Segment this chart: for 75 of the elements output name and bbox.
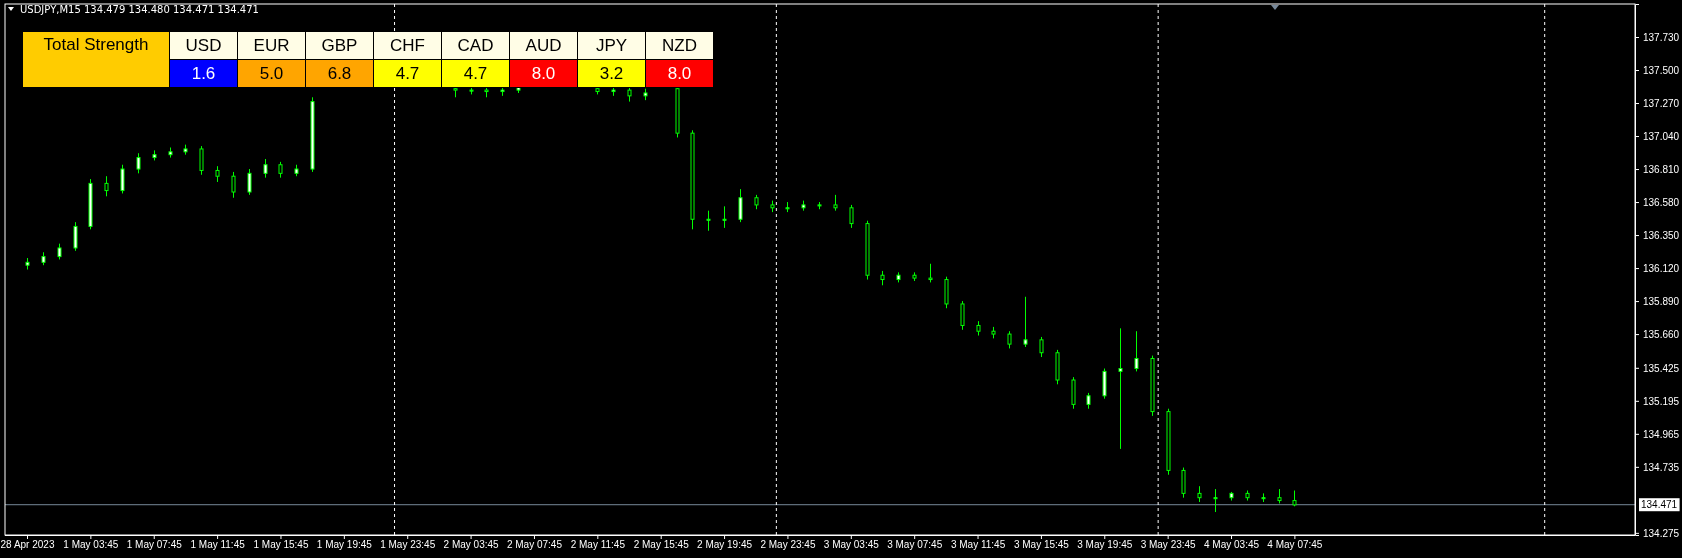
category-label: CHF: [374, 32, 441, 59]
x-tick-label: 2 May 07:45: [506, 539, 563, 551]
text: 4.7: [463, 63, 488, 83]
candlestick: [104, 175, 109, 197]
category-label: GBP: [306, 32, 373, 59]
x-tick-label: 1 May 19:45: [316, 539, 373, 551]
category-label: USD: [170, 32, 237, 59]
x-tick-label: 3 May 23:45: [1140, 539, 1197, 551]
y-tick-label: 137.500: [1643, 64, 1680, 76]
x-tick-label: 1 May 11:45: [190, 539, 246, 551]
y-tick-label: 134.965: [1643, 428, 1680, 440]
y-tick-label: 134.735: [1643, 461, 1680, 473]
text: Total Strength: [23, 32, 169, 87]
chart-title: USDJPY,M15 134.479 134.480 134.471 134.471: [20, 4, 259, 15]
category-label: CAD: [442, 32, 509, 59]
candlestick: [1039, 336, 1044, 358]
x-tick-label: 1 May 03:45: [63, 539, 119, 551]
candlestick: [136, 152, 141, 174]
text: 6.8: [327, 63, 352, 83]
y-tick-label: 135.660: [1643, 328, 1680, 340]
y-tick-label: 135.425: [1643, 362, 1680, 374]
x-tick-label: 1 May 07:45: [126, 539, 183, 551]
candlestick: [1118, 327, 1123, 450]
text: 3.2: [599, 63, 624, 83]
x-tick-label: 28 Apr 2023: [0, 539, 55, 551]
y-tick-label: 136.120: [1643, 262, 1680, 274]
x-tick-label: 4 May 03:45: [1204, 539, 1260, 551]
category-label: EUR: [238, 32, 305, 59]
x-tick-label: 4 May 07:45: [1267, 539, 1323, 551]
candlestick: [1181, 467, 1186, 499]
text: 1.6: [191, 63, 216, 83]
text: 8.0: [531, 63, 556, 83]
y-tick-label: 136.810: [1643, 163, 1680, 175]
x-tick-label: 2 May 23:45: [760, 539, 816, 551]
y-tick-label: 136.580: [1643, 196, 1680, 208]
category-label: AUD: [510, 32, 577, 59]
y-tick-label: 137.040: [1643, 130, 1680, 142]
y-tick-label: 137.730: [1643, 31, 1680, 43]
candlestick: [120, 164, 125, 194]
x-tick-label: 2 May 19:45: [697, 539, 753, 551]
ref-line-label: 134.471: [1641, 499, 1678, 511]
candlestick: [706, 210, 711, 232]
category-label: NZD: [646, 32, 713, 59]
y-tick-label: 136.350: [1643, 229, 1680, 241]
x-tick-label: 3 May 15:45: [1013, 539, 1070, 551]
y-tick-label: 137.270: [1643, 97, 1680, 109]
candlestick: [231, 171, 236, 199]
category-label: JPY: [578, 32, 645, 59]
candlestick: [1023, 296, 1028, 348]
candlestick: [960, 300, 965, 331]
x-tick-label: 2 May 15:45: [633, 539, 690, 551]
text: 4.7: [395, 63, 420, 83]
x-tick-label: 3 May 03:45: [823, 539, 880, 551]
x-tick-label: 3 May 19:45: [1077, 539, 1133, 551]
x-tick-label: 1 May 15:45: [253, 539, 309, 551]
text: 5.0: [259, 63, 284, 83]
y-tick-label: 135.890: [1643, 295, 1680, 307]
x-tick-label: 2 May 03:45: [443, 539, 500, 551]
candlestick: [247, 168, 252, 196]
candlestick: [722, 205, 727, 229]
y-tick-label: 134.275: [1643, 527, 1680, 539]
candlestick: [199, 145, 204, 176]
candlestick: [73, 221, 78, 252]
x-tick-label: 3 May 11:45: [950, 539, 1006, 551]
y-tick-label: 135.195: [1643, 395, 1680, 407]
x-tick-label: 3 May 07:45: [887, 539, 943, 551]
candlestick: [849, 204, 854, 229]
candlestick: [738, 188, 743, 223]
candlestick: [263, 158, 268, 179]
x-tick-label: 1 May 23:45: [380, 539, 436, 551]
text: 8.0: [667, 63, 692, 83]
candlestick: [928, 263, 933, 283]
x-tick-label: 2 May 11:45: [570, 539, 626, 551]
candlestick: [1134, 330, 1139, 372]
candlestick: [1213, 488, 1218, 513]
